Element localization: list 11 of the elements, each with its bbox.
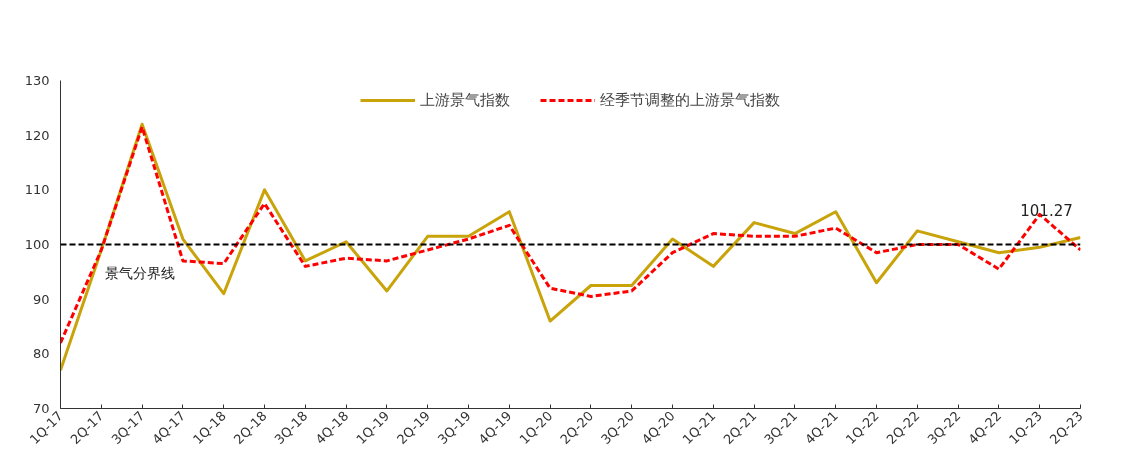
y-tick-label: 130 bbox=[24, 73, 50, 88]
legend-label: 经季节调整的上游景气指数 bbox=[600, 90, 780, 110]
ref-line-label: 景气分界线 bbox=[105, 264, 176, 281]
y-tick-label: 80 bbox=[32, 346, 50, 362]
y-tick-label: 100 bbox=[24, 237, 50, 252]
y-tick-label: 90 bbox=[32, 291, 50, 307]
y-tick-label: 120 bbox=[24, 127, 50, 143]
y-tick-label: 70 bbox=[32, 401, 50, 416]
annotation: 101.27 bbox=[1020, 201, 1073, 220]
y-tick-label: 110 bbox=[24, 182, 50, 198]
legend-label: 上游景气指数 bbox=[420, 90, 510, 110]
